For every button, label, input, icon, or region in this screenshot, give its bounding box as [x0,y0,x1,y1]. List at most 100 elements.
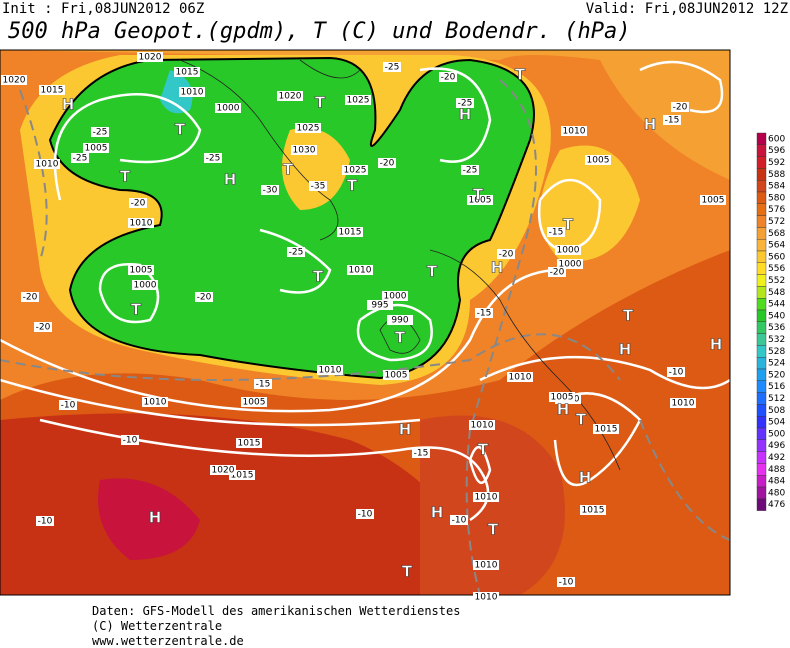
temperature-label-box [547,227,565,237]
isobar-label: 1015 [339,228,362,238]
temperature-label-box [663,115,681,125]
isobar-label-box [179,87,205,97]
valid-time: Valid: Fri,08JUN2012 12Z [586,1,788,17]
colorbar-swatch [756,451,767,464]
temperature-label: -15 [665,116,680,126]
isobar-label-box [367,300,393,310]
isobar-label: 1010 [672,399,695,409]
temperature-label: -20 [499,250,514,260]
colorbar-label: 572 [768,217,785,227]
temperature-label-box [36,516,54,526]
isobar-label-box [215,103,241,113]
isobar-label-box [382,291,408,301]
isobar-label-box [585,155,611,165]
isobar-label: 1005 [469,196,492,206]
temperature-label: -10 [38,517,53,527]
temperature-label-box [475,308,493,318]
isobar-label-box [555,245,581,255]
isobar-label-box [39,85,65,95]
colorbar-swatch [756,368,767,382]
temperature-label: -15 [414,449,429,459]
temperature-label-box [195,292,213,302]
pressure-center: H [459,106,472,124]
colorbar-swatch [756,498,767,511]
temperature-label: -35 [311,182,326,192]
isobar-label: 1020 [279,92,302,102]
temperature-label-box [497,249,515,259]
isobar-label: 1005 [243,398,266,408]
isobar-label: 1010 [144,398,167,408]
pressure-center: H [149,509,162,527]
colorbar-label: 592 [768,158,785,168]
pressure-center: H [224,171,237,189]
isobar-label: 1000 [134,281,157,291]
colorbar-swatch [756,439,767,452]
temperature-label: -10 [452,516,467,526]
pressure-center: T [120,168,131,186]
footer-line: Daten: GFS-Modell des amerikanischen Wet… [92,604,460,618]
pressure-center: H [62,96,75,114]
colorbar-swatch [756,333,767,346]
colorbar-swatch [756,427,767,441]
isobar-label-box [295,123,321,133]
temperature-label: -20 [380,159,395,169]
isobar-label: 1010 [509,373,532,383]
pressure-center: T [473,186,484,204]
temperature-label-box [309,181,327,191]
colorbar-swatch [756,416,767,429]
isobar-label-box [387,315,413,325]
colorbar-swatch [756,380,767,393]
isobar-label-box [174,67,200,77]
colorbar-swatch [756,179,767,193]
pressure-center: T [515,66,526,84]
isobar-label-box [467,195,493,205]
temperature-label-box [667,367,685,377]
temperature-label-box [557,577,575,587]
isobar-label-box [383,370,409,380]
isobar-label: 1005 [702,196,725,206]
isobar-label: 990 [391,316,408,326]
colorbar-label: 524 [768,359,785,369]
temperature-label: -20 [550,268,565,278]
isobar-label: 1010 [471,421,494,431]
colorbar-label: 556 [768,264,785,274]
colorbar-swatch [756,486,767,500]
colorbar-label: 568 [768,229,785,239]
temperature-label: -10 [61,401,76,411]
pressure-center: T [623,307,634,325]
colorbar-label: 500 [768,429,785,439]
isobar-label: 1015 [176,68,199,78]
isobar-label-box [557,259,583,269]
temperature-label: -10 [123,436,138,446]
temperature-label: -25 [93,128,108,138]
temperature-label: -20 [441,73,456,83]
isobar-label-box [128,218,154,228]
temperature-label: -20 [131,199,146,209]
colorbar-label: 496 [768,441,785,451]
isobar-label-box [229,470,255,480]
isobar-label: 995 [371,301,388,311]
isobar-label-box [549,392,575,402]
isobar-label: 1000 [559,260,582,270]
temperature-label: -10 [669,368,684,378]
temperature-label: -10 [358,510,373,520]
colorbar-label: 540 [768,311,785,321]
colorbar-label: 508 [768,406,785,416]
map-area [0,50,730,595]
colorbar-label: 528 [768,347,785,357]
colorbar-swatch [756,168,767,181]
temperature-label-box [129,198,147,208]
colorbar-swatch [756,286,767,299]
temperature-label-box [456,98,474,108]
pressure-center: T [175,121,186,139]
isobar-label: 1030 [293,146,316,156]
temperature-label: -20 [36,323,51,333]
pressure-center: H [431,504,444,522]
isobar-label-box [83,143,109,153]
isobar-label-box [277,91,303,101]
colorbar-swatch [756,404,767,417]
temperature-label-box [91,127,109,137]
temperature-label: -20 [23,293,38,303]
isobar-label-box [593,424,619,434]
